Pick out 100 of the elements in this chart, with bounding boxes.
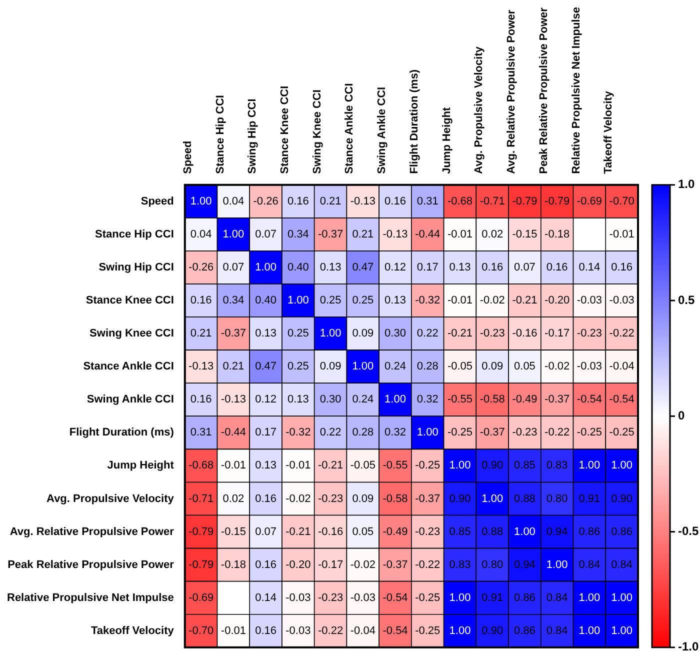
data-label: 1.00 bbox=[546, 558, 568, 571]
data-label: 0.22 bbox=[320, 426, 342, 439]
data-label: 0.16 bbox=[384, 195, 406, 208]
y-tick-label: Stance Hip CCI bbox=[95, 228, 174, 240]
data-label: -0.79 bbox=[544, 195, 570, 208]
data-label: 0.40 bbox=[287, 262, 309, 274]
data-label: 0.24 bbox=[352, 394, 374, 406]
x-tick-label: Relative Propulsive Net Impulse bbox=[570, 7, 582, 174]
data-label: 0.94 bbox=[546, 526, 568, 538]
y-tick-label: Swing Ankle CCI bbox=[86, 394, 174, 406]
data-label: 0.12 bbox=[255, 394, 277, 406]
data-label: 0.13 bbox=[255, 328, 277, 340]
x-tick-label: Stance Ankle CCI bbox=[344, 83, 356, 174]
data-label: 0.16 bbox=[190, 294, 212, 307]
data-label: 0.30 bbox=[320, 394, 342, 406]
data-label: 0.02 bbox=[482, 228, 504, 240]
color-bar-label: 0.5 bbox=[678, 292, 696, 307]
data-label: -0.25 bbox=[415, 624, 440, 637]
data-label: -0.26 bbox=[188, 262, 214, 274]
data-label: 1.00 bbox=[287, 294, 309, 307]
data-label: -0.03 bbox=[576, 294, 602, 307]
y-tick-label: Relative Propulsive Net Impulse bbox=[7, 592, 174, 604]
data-label: 0.13 bbox=[287, 394, 309, 406]
data-label: -0.58 bbox=[480, 394, 505, 406]
x-tick-label: Stance Knee CCI bbox=[279, 86, 291, 174]
data-label: -0.49 bbox=[382, 526, 408, 538]
data-label: 1.00 bbox=[190, 195, 212, 208]
data-label: 0.34 bbox=[287, 228, 309, 240]
data-label: 0.24 bbox=[384, 360, 406, 373]
data-label: -0.20 bbox=[286, 558, 311, 571]
data-label: 0.90 bbox=[482, 624, 504, 637]
y-tick-label: Avg. Propulsive Velocity bbox=[46, 492, 175, 505]
data-label: 0.86 bbox=[514, 592, 536, 604]
data-label: -0.37 bbox=[544, 394, 570, 406]
x-tick-label: Swing Knee CCI bbox=[311, 90, 324, 174]
data-label: -0.69 bbox=[188, 592, 214, 604]
data-label: -0.54 bbox=[382, 624, 408, 637]
x-tick-label: Stance Hip CCI bbox=[214, 95, 226, 174]
data-label: -0.17 bbox=[544, 328, 570, 340]
color-bar-label: -0.5 bbox=[678, 524, 700, 538]
data-label: -0.54 bbox=[576, 394, 602, 406]
data-label: -0.03 bbox=[286, 592, 311, 604]
data-label: 0.16 bbox=[255, 492, 277, 505]
data-label: 0.13 bbox=[449, 262, 471, 274]
data-label: -0.02 bbox=[350, 558, 376, 571]
data-label: 0.47 bbox=[352, 262, 374, 274]
data-label: 0.14 bbox=[255, 592, 277, 604]
data-label: -0.13 bbox=[350, 195, 376, 208]
data-label: -0.23 bbox=[415, 526, 440, 538]
data-label: 0.86 bbox=[611, 526, 633, 538]
x-tick-label: Flight Duration (ms) bbox=[408, 69, 420, 174]
data-label: -0.21 bbox=[512, 294, 538, 307]
data-label: 0.32 bbox=[384, 426, 406, 439]
data-label: 1.00 bbox=[222, 228, 244, 240]
data-label: 0.16 bbox=[190, 394, 212, 406]
data-label: 0.83 bbox=[449, 558, 471, 571]
data-label: -0.02 bbox=[544, 360, 570, 373]
data-label: -0.03 bbox=[576, 360, 602, 373]
data-label: 1.00 bbox=[482, 492, 504, 505]
data-label: -0.04 bbox=[609, 360, 634, 373]
y-tick-label: Stance Ankle CCI bbox=[83, 360, 174, 373]
data-label: -0.17 bbox=[318, 558, 344, 571]
data-label: 0.32 bbox=[416, 394, 438, 406]
data-label: -0.15 bbox=[220, 526, 246, 538]
data-label: 0.04 bbox=[222, 195, 244, 208]
data-label: -0.23 bbox=[318, 492, 344, 505]
data-label: -0.25 bbox=[447, 426, 473, 439]
y-tick-label: Swing Knee CCI bbox=[90, 328, 174, 340]
data-label: -0.04 bbox=[350, 624, 376, 637]
data-label: 0.86 bbox=[578, 526, 600, 538]
data-label: 0.83 bbox=[546, 460, 568, 472]
y-tick-label: Avg. Relative Propulsive Power bbox=[10, 526, 175, 538]
data-label: -0.15 bbox=[512, 228, 538, 240]
data-label: -0.79 bbox=[188, 558, 214, 571]
data-label: -0.25 bbox=[576, 426, 602, 439]
data-label: 0.47 bbox=[255, 360, 277, 373]
data-label: 0.17 bbox=[416, 262, 438, 274]
x-tick-label: Jump Height bbox=[440, 106, 453, 174]
data-label: -0.21 bbox=[318, 460, 344, 472]
color-bar-label: 0 bbox=[678, 408, 685, 422]
data-label: 0.88 bbox=[482, 526, 504, 538]
data-label: -0.37 bbox=[480, 426, 505, 439]
data-label: 0.40 bbox=[255, 294, 277, 307]
data-label: 0.16 bbox=[255, 558, 277, 571]
data-label: -0.21 bbox=[286, 526, 311, 538]
data-label: 0.07 bbox=[255, 228, 277, 240]
data-label: -0.16 bbox=[512, 328, 538, 340]
data-label: 0.28 bbox=[416, 360, 438, 373]
data-label: 1.00 bbox=[611, 460, 633, 472]
data-label: -0.01 bbox=[447, 228, 473, 240]
data-label: 0.88 bbox=[514, 492, 536, 505]
data-label: -0.49 bbox=[512, 394, 538, 406]
data-label: -0.22 bbox=[544, 426, 570, 439]
x-tick-label: Takeoff Velocity bbox=[602, 90, 615, 174]
data-label: -0.05 bbox=[447, 360, 473, 373]
data-label: 0.91 bbox=[482, 592, 504, 604]
data-label: -0.25 bbox=[609, 426, 634, 439]
data-label: -0.37 bbox=[382, 558, 408, 571]
data-label: 0.09 bbox=[352, 492, 374, 505]
data-label: 0.13 bbox=[255, 460, 277, 472]
